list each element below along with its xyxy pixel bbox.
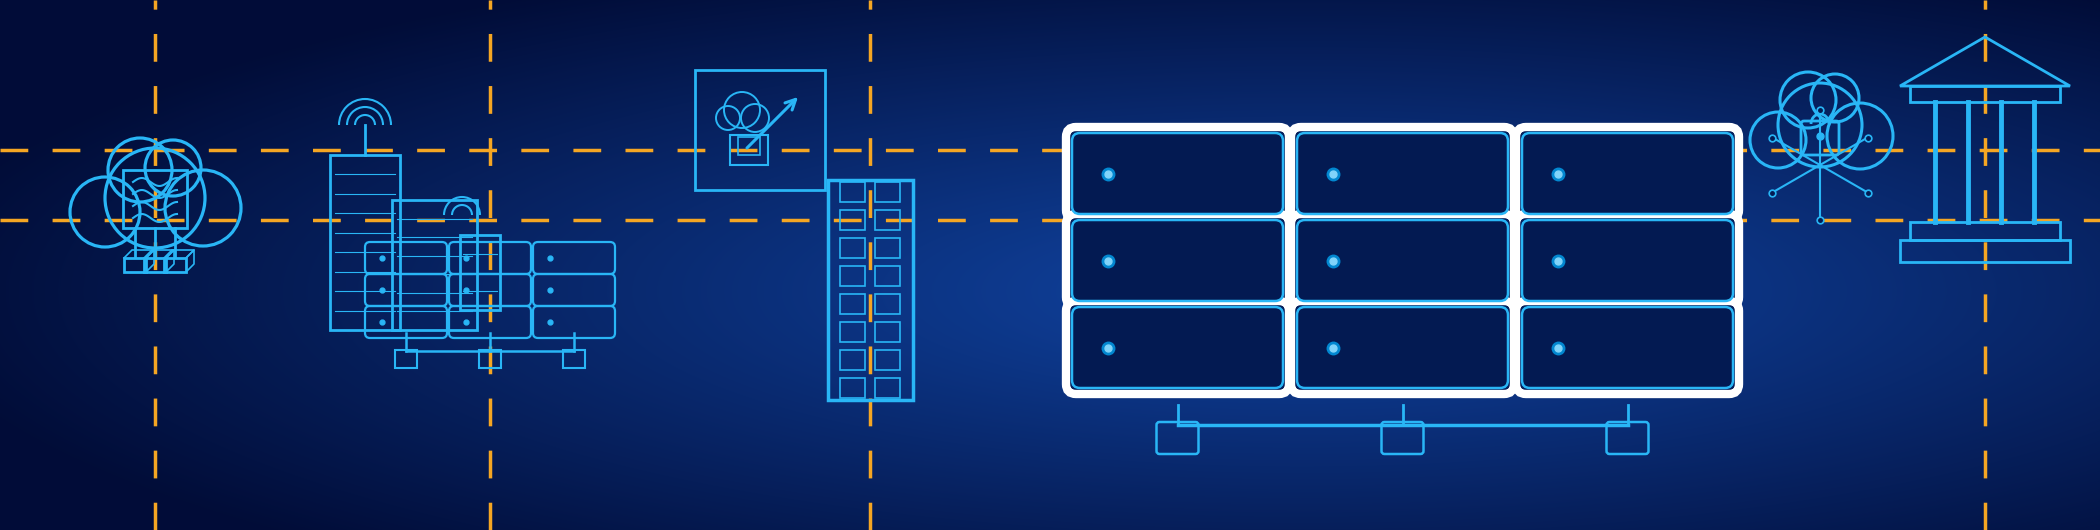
FancyBboxPatch shape [1292, 301, 1514, 394]
FancyBboxPatch shape [1522, 307, 1732, 388]
FancyBboxPatch shape [1067, 127, 1289, 220]
FancyBboxPatch shape [1516, 301, 1739, 394]
FancyBboxPatch shape [1522, 133, 1732, 214]
FancyBboxPatch shape [1516, 127, 1739, 220]
FancyBboxPatch shape [1522, 220, 1732, 301]
FancyBboxPatch shape [1071, 307, 1283, 388]
FancyBboxPatch shape [1067, 301, 1289, 394]
FancyBboxPatch shape [1071, 220, 1283, 301]
FancyBboxPatch shape [1292, 127, 1514, 220]
FancyBboxPatch shape [1292, 214, 1514, 307]
FancyBboxPatch shape [1298, 307, 1508, 388]
FancyBboxPatch shape [1298, 133, 1508, 214]
FancyBboxPatch shape [1298, 220, 1508, 301]
FancyBboxPatch shape [1516, 214, 1739, 307]
FancyBboxPatch shape [1067, 214, 1289, 307]
FancyBboxPatch shape [1071, 133, 1283, 214]
